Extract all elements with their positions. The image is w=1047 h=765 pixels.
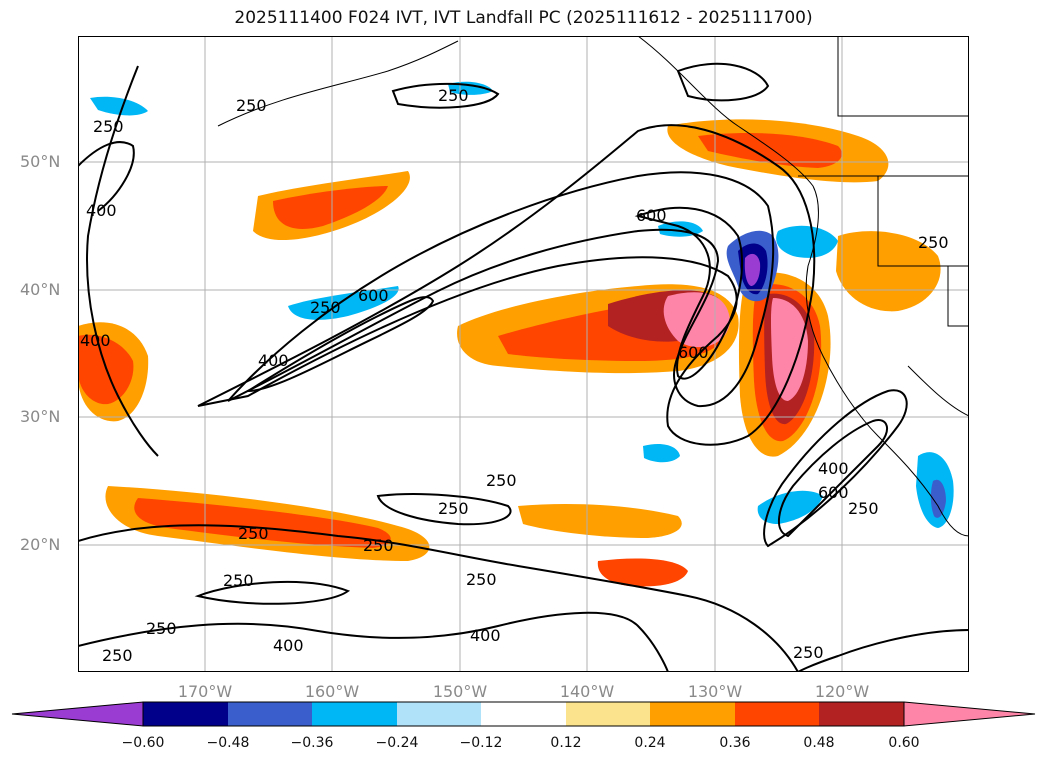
contour-label-250-north: 250 — [438, 86, 469, 105]
contour-label-250-sw2: 250 — [363, 536, 394, 555]
contour-label-250-low: 250 — [223, 571, 254, 590]
contour-400-south — [777, 419, 888, 538]
shade-cyan-center-south — [643, 444, 680, 463]
colorbar-tick-8: 0.36 — [719, 735, 751, 751]
contour-label-400-bottom: 400 — [273, 636, 304, 655]
lon-label-130w: 130°W — [687, 682, 743, 701]
contour-inner — [227, 171, 775, 408]
lon-label-120w: 120°W — [814, 682, 870, 701]
shade-pink-central — [663, 292, 730, 348]
contour-outer — [197, 124, 816, 446]
colorbar-tick-9: 0.48 — [803, 735, 835, 751]
shade-pink-right — [771, 298, 808, 401]
contour-label-600-se: 600 — [818, 483, 849, 502]
coastlines — [217, 36, 969, 537]
contour-label-600-mid: 600 — [358, 286, 389, 305]
contour-label-400-se: 400 — [818, 459, 849, 478]
colorbar-seg-orange — [650, 702, 735, 726]
colorbar-extend-high — [903, 701, 1036, 727]
shade-purple-center — [744, 253, 761, 286]
shade-red-south2 — [597, 558, 688, 587]
shade-orange-east — [836, 231, 941, 312]
colorbar-seg-cyan — [312, 702, 397, 726]
lat-label-20n: 20°N — [20, 535, 61, 554]
contour-label-250-top: 250 — [236, 96, 267, 115]
colorbar-seg-navy — [143, 702, 228, 726]
lat-label-50n: 50°N — [20, 152, 61, 171]
contour-label-400-left: 400 — [86, 201, 117, 220]
colorbar-tick-3: −0.36 — [290, 735, 334, 751]
contour-250-n — [391, 82, 500, 109]
colorbar-tick-7: 0.24 — [634, 735, 666, 751]
colorbar-tick-4: −0.24 — [375, 735, 419, 751]
lat-label-40n: 40°N — [20, 280, 61, 299]
shade-red-west — [273, 186, 388, 229]
shade-cyan-nw — [90, 96, 148, 116]
colorbar-tick-10: 0.60 — [888, 735, 920, 751]
ivt-contours — [78, 62, 969, 672]
contour-label-600-right: 600 — [678, 343, 709, 362]
contour-label-250-low2: 250 — [466, 570, 497, 589]
colorbar — [11, 701, 1036, 727]
contour-label-400-bottom2: 400 — [470, 626, 501, 645]
map-canvas: 250 250 250 400 600 250 600 400 600 250 … — [78, 36, 969, 672]
map-title: 2025111400 F024 IVT, IVT Landfall PC (20… — [234, 8, 813, 28]
colorbar-tick-2: −0.48 — [206, 735, 250, 751]
colorbar-seg-darkred — [819, 702, 904, 726]
contour-label-250-sw: 250 — [238, 524, 269, 543]
lon-label-160w: 160°W — [304, 682, 360, 701]
shade-cyan-ne — [776, 225, 838, 258]
colorbar-tick-1: −0.60 — [121, 735, 165, 751]
contour-400-west — [86, 65, 159, 457]
contour-label-250-bl2: 250 — [102, 646, 133, 665]
colorbar-extend-low — [11, 701, 144, 727]
contour-600-west — [244, 296, 435, 393]
colorbar-tick-6: 0.12 — [550, 735, 582, 751]
contour-250-low — [78, 524, 799, 672]
contour-label-250-bl: 250 — [146, 619, 177, 638]
contour-label-400-mid: 400 — [258, 351, 289, 370]
contour-label-250-south: 250 — [438, 499, 469, 518]
contour-250-mid — [376, 493, 512, 526]
contour-250-east — [797, 629, 969, 672]
contour-400-nw — [78, 141, 135, 212]
contour-label-250-mid: 250 — [310, 298, 341, 317]
colorbar-seg-red — [735, 702, 819, 726]
contour-600-center — [634, 206, 744, 380]
contour-label-250-vert: 250 — [486, 471, 517, 490]
shade-red-nw — [698, 133, 842, 168]
contour-label-600-center: 600 — [636, 206, 667, 225]
shade-blue-se — [930, 479, 946, 518]
contour-250-south — [763, 389, 908, 548]
lat-label-30n: 30°N — [20, 407, 61, 426]
contour-label-400-edge: 400 — [80, 331, 111, 350]
contour-400-low — [78, 611, 669, 672]
shade-orange-south2 — [518, 504, 682, 538]
contour-label-250-br: 250 — [793, 643, 824, 662]
contour-250-ne — [676, 62, 770, 102]
map-panel: 250 250 250 400 600 250 600 400 600 250 … — [78, 36, 969, 672]
shade-cyan-sw — [288, 286, 399, 320]
lon-label-140w: 140°W — [559, 682, 615, 701]
colorbar-seg-lightblue — [397, 702, 481, 726]
colorbar-seg-white — [481, 702, 566, 726]
lon-label-150w: 150°W — [432, 682, 488, 701]
contour-label-250-nw: 250 — [93, 117, 124, 136]
contour-250-sw — [194, 580, 351, 605]
graticule — [78, 36, 969, 672]
colorbar-tick-5: −0.12 — [459, 735, 503, 751]
contour-label-250-e: 250 — [918, 233, 949, 252]
contour-label-250-se: 250 — [848, 499, 879, 518]
colorbar-seg-blue — [228, 702, 312, 726]
map-border — [78, 36, 969, 672]
colorbar-seg-yellow — [566, 702, 650, 726]
lon-label-170w: 170°W — [177, 682, 233, 701]
